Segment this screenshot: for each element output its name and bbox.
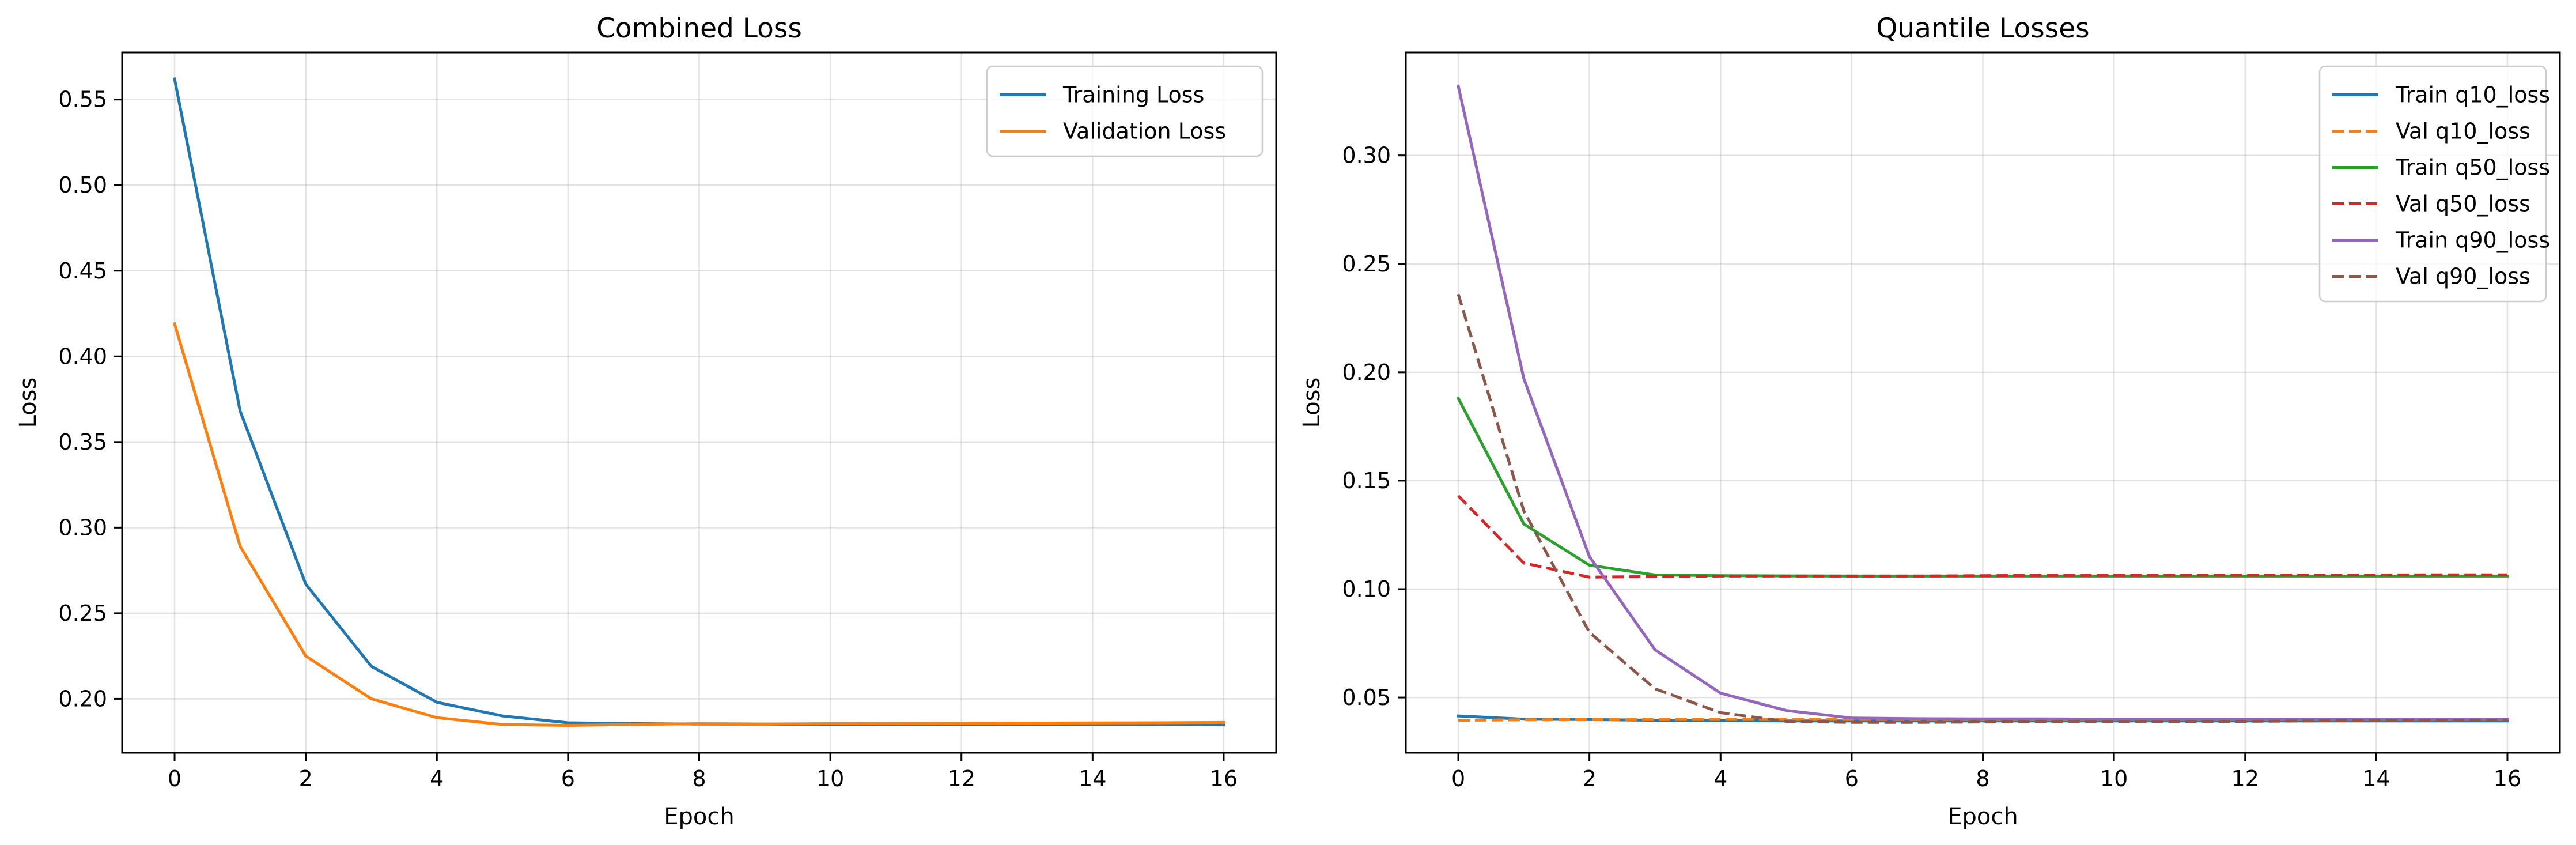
chart1-y-axis-label: Loss: [1299, 378, 1325, 428]
chart0-x-tick-label: 0: [168, 766, 181, 791]
chart1-chart-title: Quantile Losses: [1876, 13, 2089, 44]
quantile-losses-panel: 0 2 4 6 8 10 12 14 16 0.05 0.10 0.15 0.20 0.25 0.30 Epo…: [1299, 13, 2561, 830]
chart0-x-tick-label: 4: [430, 766, 444, 791]
chart0-chart-title: Combined Loss: [596, 13, 802, 44]
chart0-y-axis-label: Loss: [15, 378, 41, 428]
chart1-y-tick-label: 0.05: [1342, 685, 1391, 710]
chart0-x-tick-label: 10: [816, 766, 844, 791]
chart0-legend: Training Loss Validation Loss: [986, 65, 1264, 157]
chart0-x-tick-label: 12: [948, 766, 975, 791]
chart0-x-tick-label: 14: [1079, 766, 1106, 791]
legend-label-train-q50-loss: Train q50_loss: [2395, 155, 2550, 180]
chart0-series-group: [172, 77, 1225, 727]
chart0-y-tick-label: 0.50: [58, 172, 107, 198]
combined-loss-panel: 0 2 4 6 8 10 12 14 16 0.20 0.25 0.30 0.35 0.40 0.45 0.5…: [15, 13, 1277, 830]
legend-label-train-q90-loss: Train q90_loss: [2395, 228, 2550, 253]
chart1-x-tick-label: 0: [1451, 766, 1465, 791]
chart1-x-tick-label: 14: [2362, 766, 2390, 791]
chart0-y-tick-label: 0.45: [58, 258, 107, 284]
series-line-val-q50-loss: [1457, 495, 2507, 579]
chart1-series-group: [1456, 84, 2509, 724]
chart0-x-tick-label: 16: [1210, 766, 1238, 791]
legend-label-val-q50-loss: Val q50_loss: [2396, 191, 2530, 217]
chart0-legend-box: [986, 65, 1264, 157]
chart1-x-tick-label: 2: [1583, 766, 1597, 791]
chart1-x-tick-label: 10: [2100, 766, 2128, 791]
chart0-x-tick-label: 2: [299, 766, 313, 791]
chart1-legend: Train q10_loss Val q10_loss Train q50_loss…: [2318, 65, 2550, 303]
legend-label-val-q90-loss: Val q90_loss: [2396, 264, 2530, 289]
legend-label-val-q10-loss: Val q10_loss: [2396, 119, 2530, 144]
chart1-legend-box: [2318, 65, 2547, 303]
chart1-y-tick-label: 0.25: [1342, 251, 1391, 277]
chart0-x-tick-label: 8: [692, 766, 706, 791]
chart0-y-tick-label: 0.30: [58, 515, 107, 540]
chart1-y-tick-label: 0.20: [1342, 360, 1391, 385]
legend-label-validation-loss: Validation Loss: [1063, 119, 1226, 144]
series-line-train-q90-loss: [1457, 84, 2509, 721]
legend-label-train-q10-loss: Train q10_loss: [2395, 82, 2550, 108]
series-line-validation-loss: [172, 322, 1225, 727]
chart0-y-tick-label: 0.25: [58, 601, 107, 626]
chart0-y-tick-label: 0.55: [58, 87, 107, 112]
chart1-x-tick-label: 8: [1976, 766, 1989, 791]
legend-label-training-loss: Training Loss: [1062, 82, 1204, 108]
chart1-x-tick-label: 4: [1713, 766, 1727, 791]
chart1-x-axis-label: Epoch: [1947, 803, 2018, 830]
chart1-x-tick-label: 12: [2231, 766, 2259, 791]
chart1-y-tick-label: 0.15: [1342, 468, 1391, 493]
chart0-x-tick-label: 6: [561, 766, 575, 791]
chart0-y-tick-label: 0.40: [58, 344, 107, 369]
chart1-y-tick-label: 0.30: [1342, 143, 1391, 168]
series-line-val-q90-loss: [1457, 293, 2508, 724]
chart0-y-tick-label: 0.35: [58, 429, 107, 455]
chart1-y-tick-label: 0.10: [1342, 576, 1391, 602]
chart1-x-tick-label: 16: [2494, 766, 2521, 791]
chart0-y-tick-label: 0.20: [58, 686, 107, 711]
chart0-x-axis-label: Epoch: [664, 803, 734, 830]
chart1-x-tick-label: 6: [1845, 766, 1859, 791]
